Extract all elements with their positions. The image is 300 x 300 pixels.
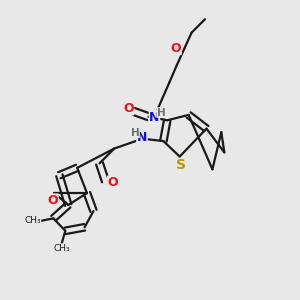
Text: CH₃: CH₃ [24, 216, 41, 225]
Text: N: N [137, 131, 147, 144]
Text: S: S [176, 158, 186, 172]
Text: H: H [131, 128, 140, 138]
Text: N: N [149, 111, 160, 124]
Text: H: H [157, 108, 165, 118]
Text: O: O [107, 176, 118, 189]
Text: O: O [47, 194, 58, 207]
Text: CH₃: CH₃ [53, 244, 70, 253]
Text: O: O [170, 42, 181, 55]
Text: O: O [123, 102, 134, 115]
